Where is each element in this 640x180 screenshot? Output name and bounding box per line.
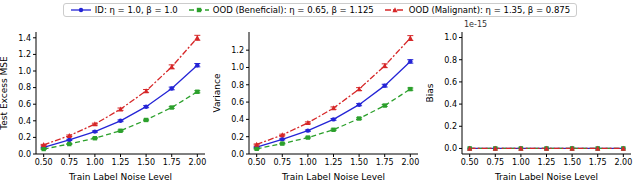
svg-text:0.6: 0.6 — [18, 100, 31, 109]
svg-text:1.00: 1.00 — [86, 158, 104, 167]
svg-text:2.00: 2.00 — [401, 158, 419, 167]
svg-text:0.2: 0.2 — [231, 133, 244, 142]
svg-text:0.2: 0.2 — [444, 122, 457, 131]
svg-text:Train Label Noise Level: Train Label Noise Level — [281, 172, 385, 180]
svg-text:1.0: 1.0 — [18, 67, 31, 76]
svg-text:1.50: 1.50 — [350, 158, 368, 167]
svg-text:0.50: 0.50 — [461, 158, 479, 167]
svg-text:0.4: 0.4 — [444, 100, 457, 109]
svg-text:1.0: 1.0 — [231, 63, 244, 72]
svg-text:0.50: 0.50 — [248, 158, 266, 167]
svg-text:1.25: 1.25 — [538, 158, 556, 167]
svg-text:0.6: 0.6 — [444, 78, 457, 87]
svg-text:Test Excess MSE: Test Excess MSE — [8, 56, 9, 131]
svg-text:0.0: 0.0 — [18, 150, 31, 159]
svg-text:0.4: 0.4 — [18, 117, 31, 126]
html-text:OOD (Beneficial): η = 0.65, β: OOD (Beneficial): η = 0.65, β = 1.125 — [212, 5, 374, 15]
svg-text:1.50: 1.50 — [137, 158, 155, 167]
svg-text:2.00: 2.00 — [188, 158, 206, 167]
svg-text:1.75: 1.75 — [163, 158, 181, 167]
svg-text:0.75: 0.75 — [60, 158, 78, 167]
svg-text:1.4: 1.4 — [18, 34, 31, 43]
svg-text:Bias: Bias — [426, 83, 435, 102]
svg-text:1.25: 1.25 — [112, 158, 130, 167]
svg-text:0.0: 0.0 — [444, 144, 457, 153]
svg-text:0.0: 0.0 — [231, 150, 244, 159]
svg-text:Train Label Noise Level: Train Label Noise Level — [68, 172, 172, 180]
svg-text:1.25: 1.25 — [325, 158, 343, 167]
svg-text:1.0: 1.0 — [444, 33, 457, 42]
svg-text:0.75: 0.75 — [486, 158, 504, 167]
svg-text:0.4: 0.4 — [231, 115, 244, 124]
svg-text:0.6: 0.6 — [231, 98, 244, 107]
svg-text:0.8: 0.8 — [18, 83, 31, 92]
svg-text:1.00: 1.00 — [512, 158, 530, 167]
svg-text:0.8: 0.8 — [444, 56, 457, 65]
svg-text:1.2: 1.2 — [18, 50, 31, 59]
svg-text:0.8: 0.8 — [231, 81, 244, 90]
svg-text:2.00: 2.00 — [614, 158, 632, 167]
svg-text:Variance: Variance — [213, 73, 222, 112]
html-text:ID: η = 1.0, β = 1.0: ID: η = 1.0, β = 1.0 — [94, 5, 178, 15]
svg-text:0.50: 0.50 — [35, 158, 53, 167]
svg-text:0.2: 0.2 — [18, 133, 31, 142]
svg-text:1.2: 1.2 — [231, 46, 244, 55]
svg-text:0.75: 0.75 — [273, 158, 291, 167]
svg-text:Train Label Noise Level: Train Label Noise Level — [494, 172, 598, 180]
svg-text:1.50: 1.50 — [563, 158, 581, 167]
html-text:OOD (Malignant): η = 1.35, β =: OOD (Malignant): η = 1.35, β = 0.875 — [408, 5, 571, 15]
svg-text:1.00: 1.00 — [299, 158, 317, 167]
svg-text:1.75: 1.75 — [376, 158, 394, 167]
svg-text:1.75: 1.75 — [589, 158, 607, 167]
html-text:1e-15: 1e-15 — [464, 20, 488, 29]
